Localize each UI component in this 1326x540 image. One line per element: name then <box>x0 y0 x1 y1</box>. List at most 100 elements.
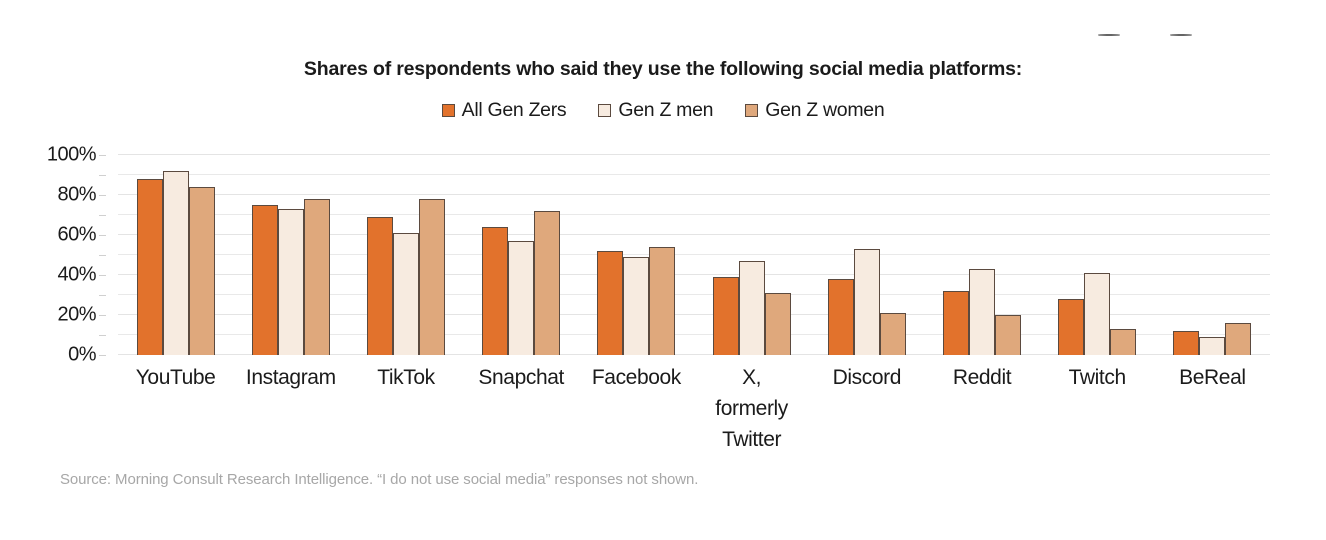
bar-reddit-gen-z-women[interactable] <box>994 315 1021 355</box>
bar-group-instagram <box>233 155 348 355</box>
bar-group-bars <box>1040 155 1155 355</box>
bar-snapchat-all-gen-zers[interactable] <box>482 227 509 355</box>
x-axis-label-reddit: Reddit <box>902 362 1062 393</box>
bar-twitch-all-gen-zers[interactable] <box>1058 299 1085 355</box>
gridline <box>118 334 1270 335</box>
y-tickmark <box>99 175 106 176</box>
legend-item-gen-z-women[interactable]: Gen Z women <box>745 99 885 122</box>
legend-swatch-icon <box>441 104 455 117</box>
bar-twitch-gen-z-women[interactable] <box>1110 329 1137 355</box>
bar-instagram-gen-z-men[interactable] <box>277 209 304 355</box>
bar-group-discord <box>809 155 924 355</box>
x-axis-label-tiktok: TikTok <box>326 362 486 393</box>
bar-tiktok-gen-z-men[interactable] <box>392 233 419 355</box>
bar-bereal-gen-z-women[interactable] <box>1225 323 1252 355</box>
y-tickmark <box>99 275 106 276</box>
x-axis-label-line: Twitch <box>1068 366 1127 389</box>
gridline <box>118 214 1270 215</box>
y-tickmark <box>99 355 106 356</box>
bar-group-bars <box>1155 155 1270 355</box>
x-axis-label-discord: Discord <box>787 362 947 393</box>
bar-facebook-all-gen-zers[interactable] <box>597 251 624 355</box>
bar-snapchat-gen-z-women[interactable] <box>534 211 561 355</box>
bar-group-bereal <box>1155 155 1270 355</box>
x-axis-label-youtube: YouTube <box>96 362 256 393</box>
gridline <box>118 314 1270 315</box>
bar-tiktok-all-gen-zers[interactable] <box>366 217 393 355</box>
x-axis-label-line: TikTok <box>377 366 435 389</box>
bar-group-youtube <box>118 155 233 355</box>
x-axis-label-line: formerly <box>715 397 788 420</box>
bar-group-bars <box>464 155 579 355</box>
y-tick-label: 40% <box>57 263 96 286</box>
x-axis-label-line: X, <box>742 366 762 389</box>
y-axis: 0% 20% 40% 60% 80% 100% <box>0 144 106 366</box>
y-tickmark <box>99 215 106 216</box>
legend-item-gen-z-men[interactable]: Gen Z men <box>598 99 714 122</box>
bar-x-formerly-twitter-all-gen-zers[interactable] <box>712 277 739 355</box>
gridline <box>118 174 1270 175</box>
x-axis-label-line: Discord <box>832 366 902 389</box>
crop-mark-icon <box>1098 34 1120 36</box>
x-axis-label-line: YouTube <box>135 366 216 389</box>
bar-youtube-gen-z-women[interactable] <box>188 187 215 355</box>
x-axis-label-line: Instagram <box>245 366 336 389</box>
x-axis-label-line: Twitter <box>722 428 782 451</box>
bar-bereal-all-gen-zers[interactable] <box>1173 331 1200 355</box>
y-tickmark <box>99 195 106 196</box>
y-tickmark <box>99 255 106 256</box>
bar-x-formerly-twitter-gen-z-women[interactable] <box>764 293 791 355</box>
chart-title: Shares of respondents who said they use … <box>303 58 1023 80</box>
bar-discord-all-gen-zers[interactable] <box>827 279 854 355</box>
bar-group-facebook <box>579 155 694 355</box>
bar-instagram-all-gen-zers[interactable] <box>251 205 278 355</box>
crop-mark-icon <box>1170 34 1192 36</box>
bar-youtube-gen-z-men[interactable] <box>162 171 189 355</box>
legend-swatch-icon <box>598 104 612 117</box>
bar-group-bars <box>233 155 348 355</box>
bar-group-snapchat <box>464 155 579 355</box>
bar-instagram-gen-z-women[interactable] <box>303 199 330 355</box>
bar-reddit-all-gen-zers[interactable] <box>942 291 969 355</box>
y-tick-label: 20% <box>57 303 96 326</box>
bar-reddit-gen-z-men[interactable] <box>968 269 995 355</box>
bar-group-bars <box>348 155 463 355</box>
bar-x-formerly-twitter-gen-z-men[interactable] <box>738 261 765 355</box>
y-tick-label: 80% <box>57 183 96 206</box>
gridline <box>118 194 1270 195</box>
bar-group-bars <box>924 155 1039 355</box>
bar-group-twitch <box>1040 155 1155 355</box>
x-axis-label-line: BeReal <box>1179 366 1246 389</box>
bar-twitch-gen-z-men[interactable] <box>1084 273 1111 355</box>
y-tickmark <box>99 235 106 236</box>
legend-label: Gen Z men <box>618 99 714 121</box>
gridline <box>118 234 1270 235</box>
chart-source-note: Source: Morning Consult Research Intelli… <box>60 471 699 488</box>
legend-item-all-gen-zers[interactable]: All Gen Zers <box>441 99 567 122</box>
x-axis-label-line: Reddit <box>952 366 1012 389</box>
x-axis-label-line: Facebook <box>591 366 681 389</box>
y-tickmark <box>99 295 106 296</box>
x-axis: YouTube Instagram TikTok Snapchat Facebook X,… <box>118 362 1270 457</box>
x-axis-label-line: Snapchat <box>478 366 564 389</box>
bar-discord-gen-z-men[interactable] <box>853 249 880 355</box>
chart-legend: All Gen Zers Gen Z men Gen Z women <box>0 99 1326 122</box>
bar-bereal-gen-z-men[interactable] <box>1199 337 1226 355</box>
x-axis-label-snapchat: Snapchat <box>441 362 601 393</box>
plot-area <box>118 154 1270 355</box>
bar-youtube-all-gen-zers[interactable] <box>136 179 163 355</box>
gridline <box>118 294 1270 295</box>
legend-swatch-icon <box>745 104 759 117</box>
bar-snapchat-gen-z-men[interactable] <box>508 241 535 355</box>
bar-group-tiktok <box>348 155 463 355</box>
x-axis-label-bereal: BeReal <box>1132 362 1292 393</box>
y-tick-label: 60% <box>57 223 96 246</box>
gridline <box>118 154 1270 155</box>
y-tickmark <box>99 155 106 156</box>
bar-tiktok-gen-z-women[interactable] <box>418 199 445 355</box>
bar-discord-gen-z-women[interactable] <box>879 313 906 355</box>
bar-facebook-gen-z-men[interactable] <box>623 257 650 355</box>
bar-group-x-formerly-twitter <box>694 155 809 355</box>
bar-facebook-gen-z-women[interactable] <box>649 247 676 355</box>
